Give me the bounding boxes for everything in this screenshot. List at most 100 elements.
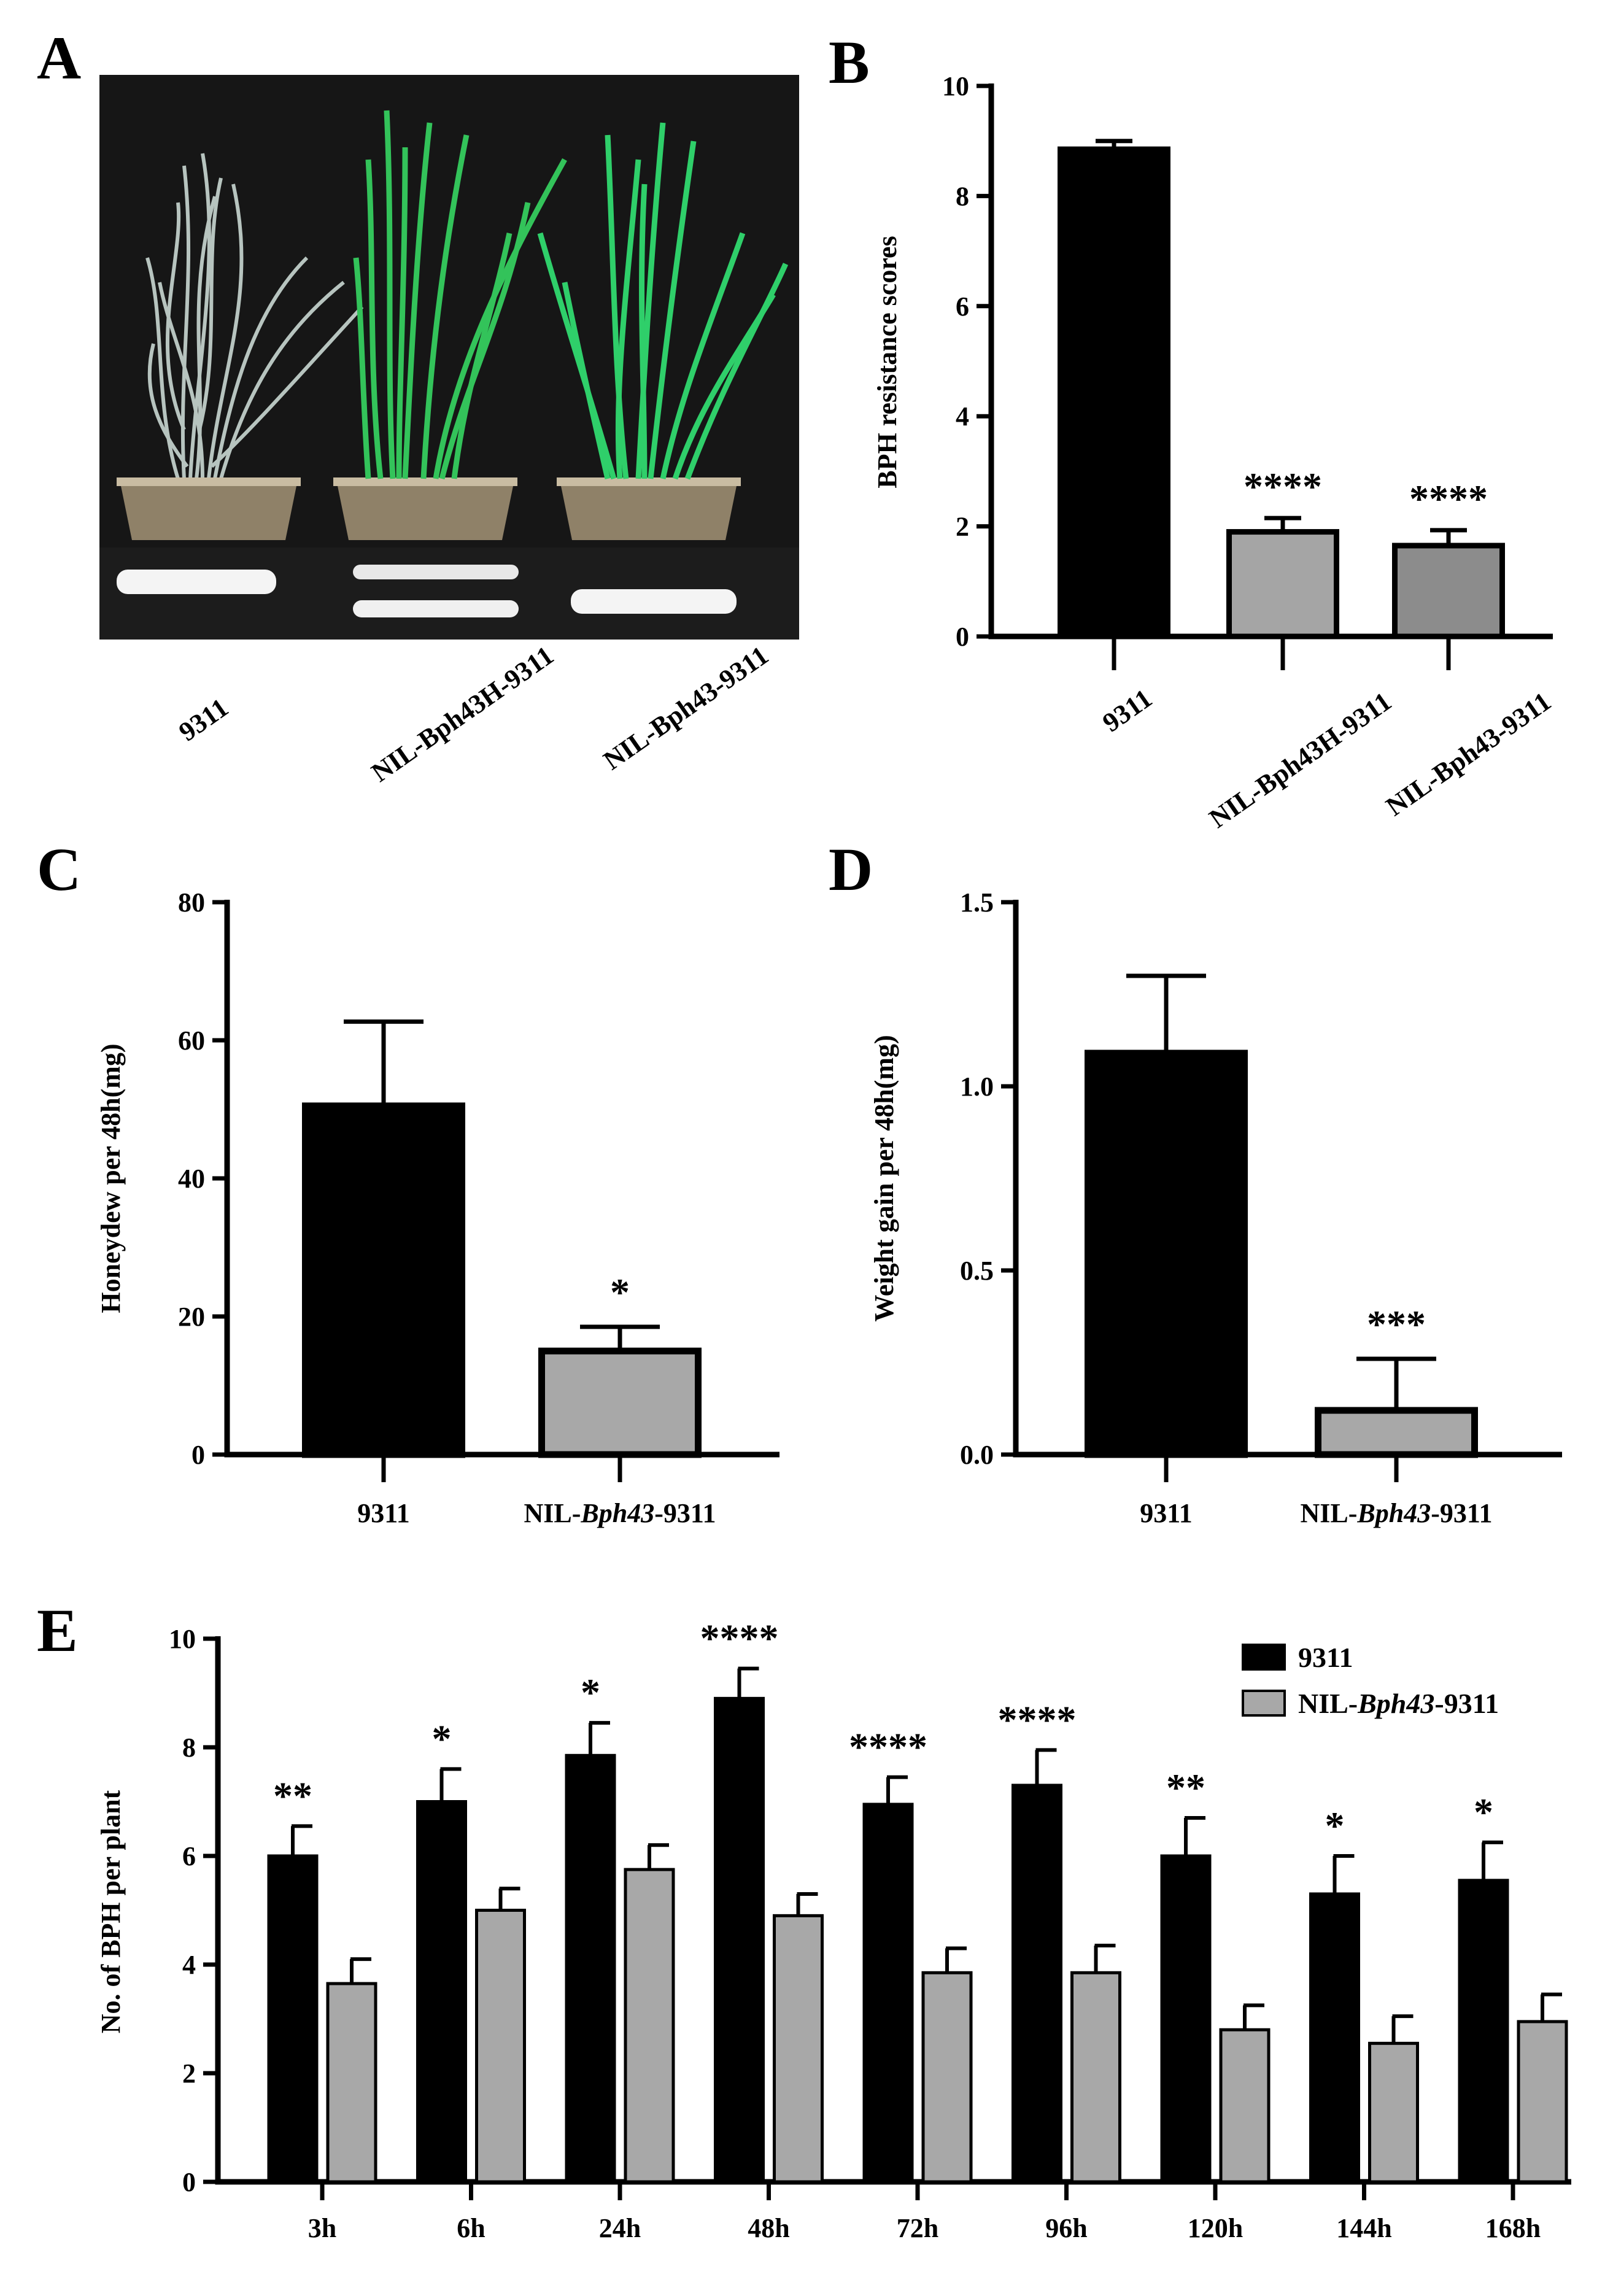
- panel-b-chart: B 0 2 4 6 8 10 BPH resistance scores 9311 **** NI…: [829, 28, 1557, 834]
- panel-b-letter: B: [829, 28, 870, 96]
- x-category-label: 168h: [1485, 2213, 1541, 2243]
- plant-nil-bph43: [537, 122, 789, 480]
- x-category-label: 9311: [1097, 683, 1158, 738]
- significance-mark: *: [581, 1671, 600, 1714]
- significance-mark: *: [610, 1270, 630, 1314]
- y-tick-label: 0: [956, 622, 969, 652]
- x-category-label: 120h: [1188, 2213, 1243, 2243]
- x-category-label-part-1: Bph43: [1356, 1498, 1431, 1528]
- bar-NIL-Bph43-9311-120h: [1219, 2028, 1271, 2184]
- y-tick-label: 0.5: [960, 1256, 994, 1286]
- bar-9311-24h: [565, 1753, 616, 2184]
- bar-9311: [1085, 1049, 1248, 1458]
- panel-d-chart: D 0.0 0.5 1.0 1.5 Weight gain per 48h(mg) 931…: [829, 835, 1562, 1528]
- panel-c-letter: C: [37, 835, 81, 903]
- bar-9311: [1058, 146, 1170, 640]
- significance-mark: ****: [998, 1698, 1077, 1741]
- panel-d-letter: D: [829, 835, 873, 903]
- panel-a-label-nil-bph43h: NIL-Bph43H-9311: [366, 640, 559, 788]
- panel-a-letter: A: [37, 24, 81, 92]
- panel-a-label-9311: 9311: [174, 692, 234, 747]
- bar-9311-144h: [1309, 1892, 1360, 2184]
- bar-9311: [302, 1102, 465, 1458]
- y-tick-label: 20: [178, 1302, 205, 1332]
- y-tick-label: 2: [956, 512, 969, 542]
- bar-NIL-Bph43-9311: [1315, 1407, 1478, 1458]
- panel-e-letter: E: [37, 1596, 78, 1664]
- x-category-label-part-0: NIL-: [524, 1498, 581, 1528]
- legend-label: NIL-Bph43-9311: [1298, 1688, 1499, 1719]
- x-category-label: 6h: [457, 2213, 485, 2243]
- bar-NIL-Bph43H-9311: [1226, 529, 1339, 640]
- x-category-label: 9311: [1140, 1498, 1193, 1528]
- y-tick-label: 6: [182, 1841, 196, 1871]
- x-category-label: 3h: [308, 2213, 336, 2243]
- x-category-label: NIL-Bph43-9311: [524, 1498, 716, 1528]
- pcr-gel-image: [99, 547, 799, 640]
- y-tick-label: 40: [178, 1164, 205, 1194]
- bar-NIL-Bph43-9311-72h: [921, 1971, 973, 2184]
- y-tick-label: 80: [178, 887, 205, 918]
- bar-9311-120h: [1160, 1854, 1212, 2184]
- panel-a-label-nil-bph43: NIL-Bph43-9311: [598, 640, 773, 776]
- y-tick-label: 0.0: [960, 1440, 994, 1470]
- x-category-label: NIL-Bph43-9311: [1301, 1498, 1493, 1528]
- plant-nil-bph43h: [353, 110, 567, 480]
- bar-NIL-Bph43-9311-24h: [624, 1868, 675, 2184]
- plant-9311: [145, 153, 364, 479]
- y-tick-label: 1.5: [960, 887, 994, 918]
- x-category-label: 9311: [357, 1498, 410, 1528]
- bar-NIL-Bph43-9311-48h: [773, 1914, 824, 2184]
- significance-mark: **: [1166, 1766, 1205, 1809]
- x-category-label: 144h: [1336, 2213, 1391, 2243]
- panel-a-labels: 9311 NIL-Bph43H-9311 NIL-Bph43-9311: [174, 640, 774, 788]
- y-axis-title: BPH resistance scores: [872, 236, 902, 488]
- legend-label: 9311: [1298, 1642, 1353, 1673]
- bar-9311-3h: [267, 1854, 319, 2184]
- significance-mark: *: [1474, 1790, 1493, 1834]
- x-category-label: 96h: [1045, 2213, 1087, 2243]
- bar-9311-168h: [1458, 1879, 1509, 2184]
- bar-9311-96h: [1012, 1784, 1062, 2184]
- legend-swatch: [1242, 1644, 1286, 1671]
- x-category-label-part-0: 9311: [357, 1498, 410, 1528]
- y-tick-label: 10: [169, 1624, 196, 1654]
- significance-mark: ****: [1244, 465, 1322, 508]
- y-tick-label: 1.0: [960, 1072, 994, 1102]
- x-category-label-part-1: Bph43: [580, 1498, 654, 1528]
- bar-NIL-Bph43-9311-96h: [1070, 1971, 1121, 2184]
- pots: [117, 477, 741, 540]
- x-category-label: NIL-Bph43H-9311: [1204, 686, 1397, 834]
- significance-mark: ***: [1367, 1302, 1426, 1346]
- x-category-label: 24h: [599, 2213, 641, 2243]
- y-tick-label: 0: [182, 2167, 196, 2197]
- significance-mark: *: [432, 1717, 452, 1760]
- bar-9311-72h: [862, 1803, 914, 2184]
- significance-mark: ****: [700, 1617, 779, 1660]
- bar-9311-48h: [714, 1696, 765, 2184]
- y-tick-label: 8: [956, 181, 969, 211]
- x-category-label: 48h: [748, 2213, 789, 2243]
- panel-a: A: [37, 24, 799, 788]
- y-tick-label: 0: [191, 1440, 205, 1470]
- bar-9311-6h: [416, 1800, 467, 2184]
- legend-label-part-0: NIL-: [1298, 1688, 1358, 1719]
- y-axis-title: Weight gain per 48h(mg): [869, 1035, 899, 1321]
- significance-mark: ****: [1409, 477, 1488, 520]
- legend-label-part-2: -9311: [1434, 1688, 1499, 1719]
- x-category-label-part-0: NIL-: [1301, 1498, 1358, 1528]
- bar-NIL-Bph43-9311-168h: [1517, 2020, 1568, 2184]
- y-tick-label: 8: [182, 1733, 196, 1763]
- bar-NIL-Bph43-9311: [1392, 543, 1505, 640]
- y-tick-label: 6: [956, 292, 969, 322]
- legend-swatch: [1242, 1690, 1286, 1717]
- x-category-label-part-0: 9311: [1140, 1498, 1193, 1528]
- x-category-label: 72h: [897, 2213, 938, 2243]
- bar-NIL-Bph43-9311-3h: [326, 1982, 377, 2184]
- x-category-label-part-2: -9311: [1431, 1498, 1492, 1528]
- y-tick-label: 4: [182, 1950, 196, 1980]
- bar-NIL-Bph43-9311-6h: [475, 1909, 526, 2184]
- significance-mark: **: [273, 1774, 312, 1817]
